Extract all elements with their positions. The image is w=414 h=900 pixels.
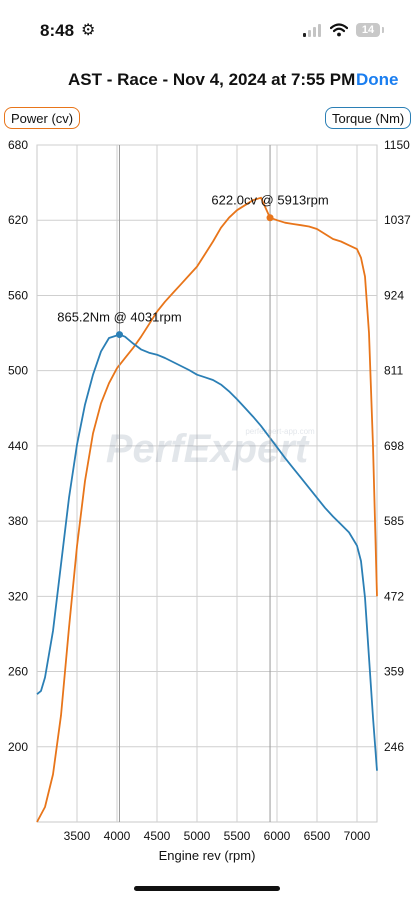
y-left-tick-label: 440 bbox=[8, 439, 28, 453]
power-peak-marker bbox=[266, 214, 274, 222]
watermark-url: perfexpert-app.com bbox=[245, 427, 315, 436]
y-right-tick-label: 811 bbox=[384, 364, 403, 378]
wifi-icon bbox=[330, 23, 348, 37]
x-tick-label: 6500 bbox=[304, 829, 331, 843]
x-tick-label: 5000 bbox=[184, 829, 211, 843]
y-left-tick-label: 380 bbox=[8, 514, 28, 528]
power-axis-label: Power (cv) bbox=[4, 107, 81, 129]
status-time: 8:48 bbox=[40, 21, 75, 40]
y-right-tick-label: 1150 bbox=[384, 138, 410, 152]
y-right-tick-label: 359 bbox=[384, 665, 404, 679]
y-right-tick-label: 472 bbox=[384, 589, 404, 603]
x-tick-label: 6000 bbox=[264, 829, 291, 843]
done-button[interactable]: Done bbox=[356, 70, 399, 89]
home-indicator[interactable] bbox=[134, 886, 280, 891]
power-series-line bbox=[36, 196, 378, 823]
watermark: PerfExpert perfexpert-app.com bbox=[106, 427, 315, 471]
y-left-tick-label: 560 bbox=[8, 288, 28, 302]
y-left-tick-label: 500 bbox=[8, 364, 28, 378]
y-right-tick-label: 246 bbox=[384, 740, 404, 754]
y-left-tick-label: 200 bbox=[8, 740, 28, 754]
y-right-tick-label: 698 bbox=[384, 439, 404, 453]
y-left-tick-label: 260 bbox=[8, 665, 28, 679]
x-tick-label: 4500 bbox=[144, 829, 171, 843]
status-bar: 8:48 ⚙ 14 bbox=[0, 0, 414, 58]
grid bbox=[36, 144, 378, 823]
x-tick-label: 5500 bbox=[224, 829, 251, 843]
y-left-tick-label: 620 bbox=[8, 213, 28, 227]
battery-icon: 14 bbox=[356, 23, 380, 37]
battery-tip bbox=[382, 27, 384, 33]
y-left-tick-label: 320 bbox=[8, 589, 28, 603]
torque-peak-marker bbox=[115, 331, 123, 339]
watermark-brand: PerfExpert bbox=[106, 427, 310, 471]
torque-peak-label: 865.2Nm @ 4031rpm bbox=[57, 310, 181, 325]
dyno-chart: PerfExpert perfexpert-app.com 680 1150 620… bbox=[8, 138, 411, 863]
x-tick-label: 7000 bbox=[344, 829, 371, 843]
torque-axis-label: Torque (Nm) bbox=[325, 107, 412, 129]
x-tick-label: 3500 bbox=[64, 829, 91, 843]
y-right-tick-label: 585 bbox=[384, 514, 404, 528]
y-left-tick-label: 680 bbox=[8, 138, 28, 152]
x-tick-label: 4000 bbox=[104, 829, 131, 843]
x-axis-title: Engine rev (rpm) bbox=[159, 848, 256, 863]
power-peak-label: 622.0cv @ 5913rpm bbox=[211, 193, 328, 208]
y-right-tick-label: 924 bbox=[384, 288, 404, 302]
plot-frame bbox=[36, 144, 378, 823]
y-right-tick-label: 1037 bbox=[384, 213, 411, 227]
page-title: AST - Race - Nov 4, 2024 at 7:55 PM bbox=[68, 70, 356, 89]
cellular-signal-icon bbox=[303, 24, 323, 37]
torque-series-line bbox=[36, 333, 378, 771]
gear-icon: ⚙ bbox=[81, 22, 96, 39]
